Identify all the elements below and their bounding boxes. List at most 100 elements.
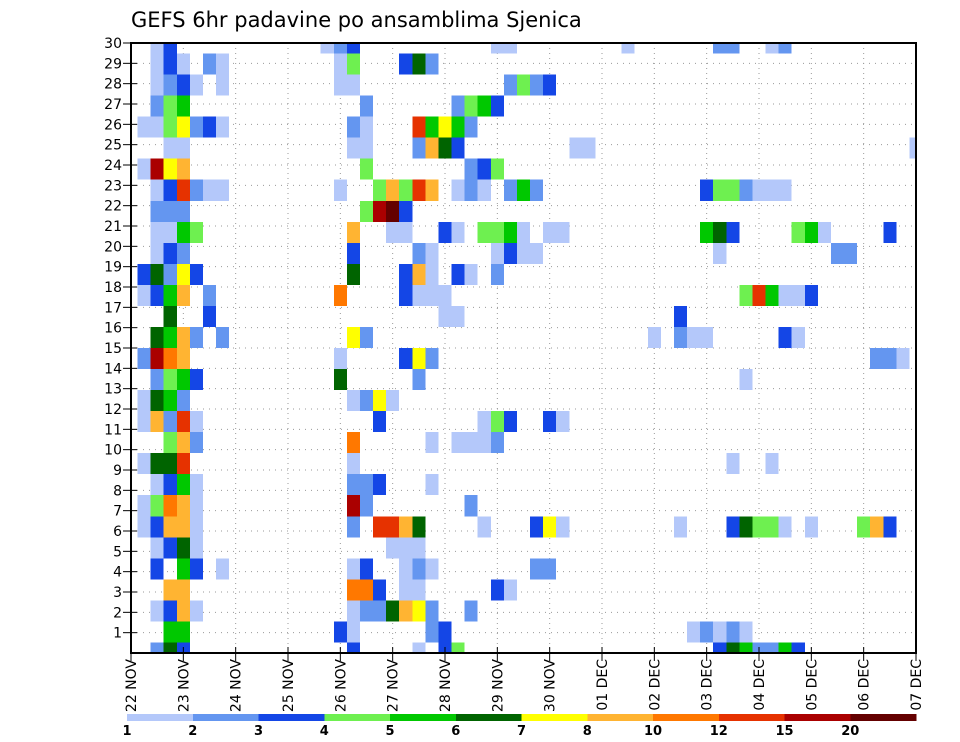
heatmap-cell [726, 179, 740, 201]
y-tick-label: 3 [113, 585, 122, 601]
heatmap-cell [373, 600, 387, 622]
colorbar-swatch [192, 714, 259, 721]
heatmap-cell [150, 43, 164, 54]
heatmap-cell [752, 516, 766, 538]
heatmap-cell [477, 516, 491, 538]
heatmap-cell [163, 95, 177, 117]
heatmap-cell [490, 221, 504, 243]
heatmap-cell [176, 621, 190, 643]
heatmap-cell [412, 642, 426, 653]
y-tick-label: 22 [104, 199, 122, 215]
heatmap-cell [163, 453, 177, 475]
y-tick-label: 20 [104, 239, 122, 255]
heatmap-cell [150, 369, 164, 391]
heatmap-cell [687, 621, 701, 643]
heatmap-cell [150, 179, 164, 201]
heatmap-cell [150, 537, 164, 559]
heatmap-cell [399, 558, 413, 580]
heatmap-cell [817, 221, 831, 243]
heatmap-cell [412, 537, 426, 559]
heatmap-cell [163, 284, 177, 306]
heatmap-cell [150, 116, 164, 138]
heatmap-cell [176, 537, 190, 559]
heatmap-cell [399, 263, 413, 285]
heatmap-cell [582, 137, 596, 159]
x-tick-label: 05 DEC [804, 659, 820, 711]
heatmap-cell [700, 179, 714, 201]
heatmap-cell [530, 516, 544, 538]
heatmap-cell [216, 116, 230, 138]
colorbar-label: 10 [644, 724, 662, 739]
heatmap-cell [425, 348, 439, 370]
heatmap-cell [673, 305, 688, 327]
heatmap-cell [176, 432, 190, 454]
heatmap-cell [333, 348, 347, 370]
heatmap-cell [386, 200, 400, 222]
heatmap-cell [516, 179, 531, 201]
heatmap-cell [346, 74, 360, 96]
colorbar-swatch [850, 714, 917, 721]
heatmap-cell [490, 432, 504, 454]
heatmap-cell [189, 411, 203, 433]
heatmap-cell [451, 305, 465, 327]
heatmap-cell [464, 495, 478, 517]
heatmap-cell [189, 179, 203, 201]
heatmap-cell [346, 453, 360, 475]
heatmap-cell [739, 621, 753, 643]
heatmap-cell [189, 495, 203, 517]
heatmap-cell [163, 390, 177, 412]
heatmap-cell [804, 221, 818, 243]
y-tick-label: 23 [104, 178, 122, 194]
heatmap-cell [163, 600, 177, 622]
y-tick-label: 25 [104, 138, 122, 154]
y-tick-label: 13 [104, 382, 122, 398]
heatmap-cell [713, 621, 727, 643]
heatmap-cell [189, 432, 203, 454]
heatmap-cell [386, 516, 400, 538]
heatmap-cell [490, 95, 504, 117]
heatmap-cell [373, 516, 387, 538]
heatmap-cell [150, 390, 164, 412]
heatmap-cell [333, 621, 347, 643]
heatmap-cell [543, 516, 557, 538]
heatmap-cell [739, 179, 753, 201]
heatmap-cell [373, 579, 387, 601]
heatmap-cell [150, 453, 164, 475]
x-tick-label: 25 NOV [281, 659, 297, 713]
y-tick-label: 11 [104, 422, 122, 438]
y-tick-label: 5 [113, 544, 122, 560]
colorbar-swatch [718, 714, 785, 721]
y-tick-label: 24 [104, 158, 122, 174]
heatmap-cell [150, 600, 164, 622]
heatmap-cell [163, 179, 177, 201]
x-tick-label: 23 NOV [176, 659, 192, 713]
heatmap-cell [189, 474, 203, 496]
heatmap-cell [137, 348, 151, 370]
heatmap-cell [163, 621, 177, 643]
heatmap-cell [399, 53, 413, 75]
heatmap-cell [739, 642, 753, 653]
heatmap-cell [137, 453, 151, 475]
heatmap-cell [189, 263, 203, 285]
heatmap-cell [726, 516, 740, 538]
heatmap-cell [438, 305, 452, 327]
colorbar-swatch [258, 714, 325, 721]
heatmap-cell [333, 284, 347, 306]
colorbar-swatch [587, 714, 654, 721]
heatmap-cell [464, 600, 478, 622]
heatmap-cell [176, 348, 190, 370]
heatmap-cell [150, 53, 164, 75]
heatmap-cell [543, 411, 557, 433]
heatmap-cell [202, 116, 217, 138]
heatmap-cell [359, 137, 374, 159]
heatmap-cell [700, 221, 714, 243]
x-tick-label: 28 NOV [438, 659, 454, 713]
y-tick-label: 2 [113, 605, 122, 621]
heatmap-cell [673, 516, 688, 538]
heatmap-cell [883, 348, 897, 370]
heatmap-cell [189, 516, 203, 538]
heatmap-cell [359, 116, 374, 138]
heatmap-cell [137, 390, 151, 412]
heatmap-cell [883, 516, 897, 538]
heatmap-cell [163, 221, 177, 243]
